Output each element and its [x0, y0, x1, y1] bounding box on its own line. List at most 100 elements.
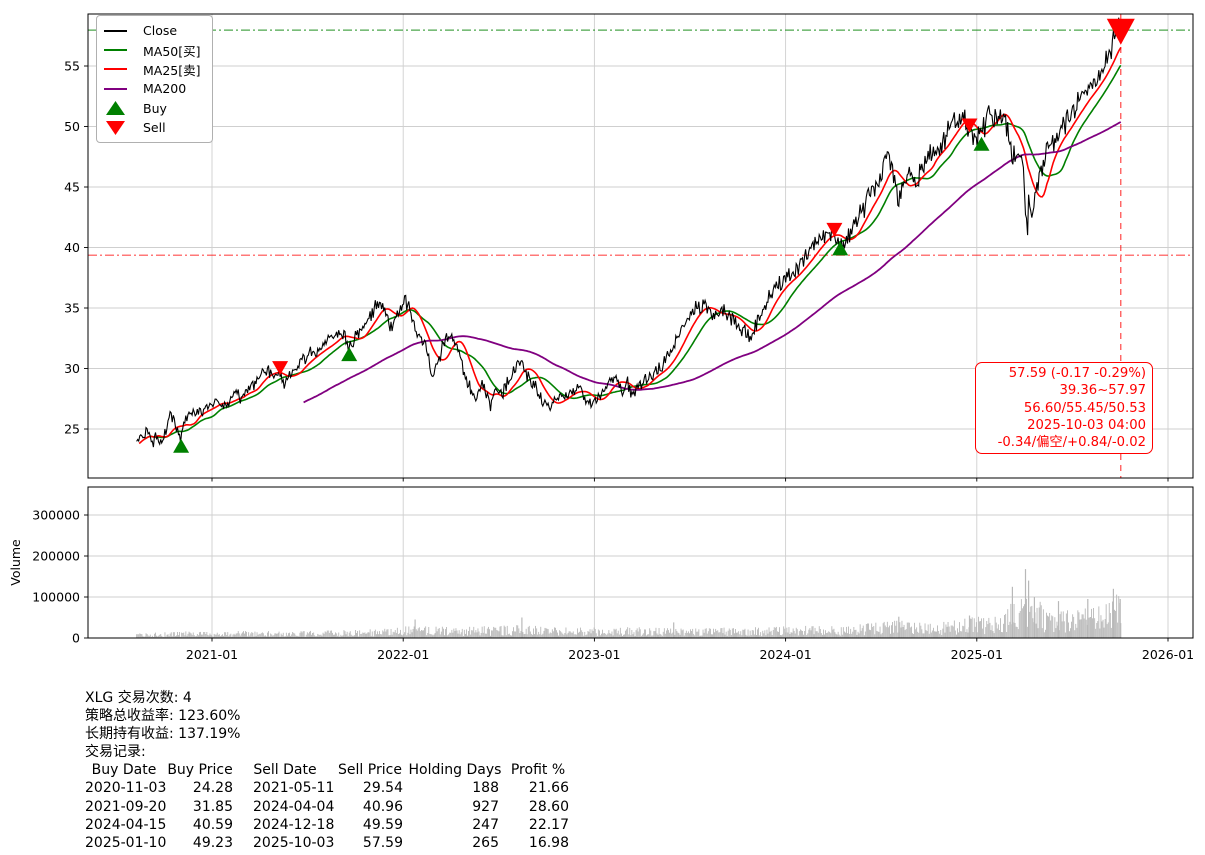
col-header-sell-date: Sell Date [253, 762, 317, 779]
legend-item-sell: Sell [104, 118, 201, 137]
close-line [136, 17, 1122, 448]
stats-hold-return: 长期持有收益: 137.19% [85, 726, 241, 743]
col-header-sell-price: Sell Price [338, 762, 402, 779]
sell-marker [961, 118, 978, 133]
volume-bars [136, 569, 1122, 639]
ma200-line [303, 121, 1122, 404]
tick-labels: 25 30 35 40 45 50 55 0 100000 200000 300000 2021-01… [8, 59, 1194, 663]
volume-ytick-label: 0 [72, 631, 80, 646]
trade-sell-price: 29.54 [362, 780, 403, 797]
sell-marker [1106, 18, 1135, 45]
annotation-range: 39.36~57.97 [1059, 383, 1146, 399]
buy-marker [973, 136, 990, 151]
xtick-label: 2025-01 [951, 647, 1003, 662]
price-ytick-label: 40 [64, 240, 80, 255]
volume-ytick-label: 100000 [32, 590, 80, 605]
legend-label: Buy [143, 100, 167, 116]
xtick-label: 2024-01 [759, 647, 811, 662]
stats-trade-log-title: 交易记录: [85, 744, 146, 761]
trade-sell-date: 2025-10-03 [253, 834, 335, 851]
volume-spike-bar [1112, 588, 1114, 638]
trade-sell-price: 57.59 [362, 834, 403, 851]
buy-triangle-icon [106, 101, 125, 116]
ma25-line [138, 47, 1122, 445]
trades-table: Buy Date Buy Price Sell Date Sell Price … [85, 761, 573, 851]
volume-ytick-label: 200000 [32, 549, 80, 564]
sell-markers [272, 18, 1135, 376]
price-panel-frame [87, 13, 1194, 479]
annotation-last-price: 57.59 (-0.17 -0.29%) [1008, 366, 1146, 381]
buy-markers [173, 136, 990, 453]
trade-buy-price: 24.28 [192, 780, 233, 797]
xtick-label: 2023-01 [568, 647, 620, 662]
trade-buy-price: 49.23 [192, 834, 233, 851]
price-ytick-label: 35 [64, 301, 80, 316]
volume-spike-bar [521, 617, 523, 638]
xtick-label: 2021-01 [186, 647, 238, 662]
trade-sell-price: 40.96 [362, 798, 403, 815]
volume-spike-bar [1033, 597, 1035, 638]
annotation-box: 57.59 (-0.17 -0.29%) 39.36~57.97 56.60/5… [975, 362, 1153, 455]
volume-spike-bar [1087, 599, 1089, 638]
trade-profit-pct: 22.17 [528, 816, 569, 833]
volume-panel-frame [87, 486, 1194, 639]
trade-buy-date: 2024-04-15 [85, 816, 167, 833]
legend-item-close: Close [104, 21, 201, 40]
ma25-line-swatch [104, 68, 127, 71]
trade-profit-pct: 16.98 [528, 834, 569, 851]
volume-spike-bar [898, 616, 900, 638]
trade-holding-days: 927 [472, 798, 499, 815]
legend-item-buy: Buy [104, 99, 201, 118]
price-ytick-label: 30 [64, 361, 80, 376]
col-header-profit: Profit % [510, 762, 566, 779]
volume-spike-bar [414, 619, 416, 638]
legend: Close MA50[买] MA25[卖] MA200 Buy Sell [96, 15, 213, 144]
legend-label: MA200 [143, 81, 187, 97]
trade-buy-price: 31.85 [192, 798, 233, 815]
price-ytick-label: 25 [64, 422, 80, 437]
legend-label: Sell [143, 120, 166, 136]
xtick-label: 2022-01 [377, 647, 429, 662]
trade-holding-days: 265 [472, 834, 499, 851]
volume-spike-bar [1024, 569, 1027, 638]
volume-spike-bar [1119, 599, 1121, 638]
volume-spike-bar [1057, 601, 1060, 638]
legend-label: MA50[买] [143, 43, 201, 59]
ma200-line-swatch [104, 87, 127, 90]
legend-item-ma50: MA50[买] [104, 40, 201, 59]
trade-buy-date: 2025-01-10 [85, 834, 167, 851]
buy-marker [341, 347, 358, 362]
volume-spike-bar [673, 622, 675, 638]
stats-block: XLG 交易次数: 4 策略总收益率: 123.60% 长期持有收益: 137.… [85, 689, 573, 852]
price-ytick-label: 50 [64, 119, 80, 134]
buy-marker [173, 438, 190, 453]
legend-item-ma25: MA25[卖] [104, 60, 201, 79]
ma50-line-swatch [104, 49, 127, 52]
volume-spike-bar [1011, 586, 1013, 639]
trade-sell-date: 2021-05-11 [253, 780, 335, 797]
trade-sell-date: 2024-04-04 [253, 798, 335, 815]
close-line-swatch [104, 29, 127, 32]
trade-profit-pct: 21.66 [528, 780, 569, 797]
sell-marker [272, 361, 289, 376]
volume-spike-bar [968, 615, 971, 638]
col-header-buy-date: Buy Date [91, 762, 157, 779]
stats-trade-count: XLG 交易次数: 4 [85, 690, 192, 706]
trade-profit-pct: 28.60 [528, 798, 569, 815]
col-header-buy-price: Buy Price [167, 762, 233, 779]
annotation-ma-values: 56.60/55.45/50.53 [1023, 400, 1146, 416]
legend-item-ma200: MA200 [104, 79, 201, 98]
volume-ytick-label: 300000 [32, 508, 80, 523]
buy-marker [832, 241, 849, 256]
price-ytick-label: 45 [64, 180, 80, 195]
trade-holding-days: 188 [472, 780, 499, 797]
trade-buy-price: 40.59 [192, 816, 233, 833]
annotation-datetime: 2025-10-03 04:00 [1027, 417, 1146, 433]
tick-marks [84, 65, 1169, 642]
trade-buy-date: 2021-09-20 [85, 798, 167, 815]
legend-label: Close [143, 23, 178, 39]
annotation-signal: -0.34/偏空/+0.84/-0.02 [997, 435, 1146, 451]
volume-ylabel: Volume [8, 539, 23, 586]
axes-frames [87, 13, 1194, 639]
